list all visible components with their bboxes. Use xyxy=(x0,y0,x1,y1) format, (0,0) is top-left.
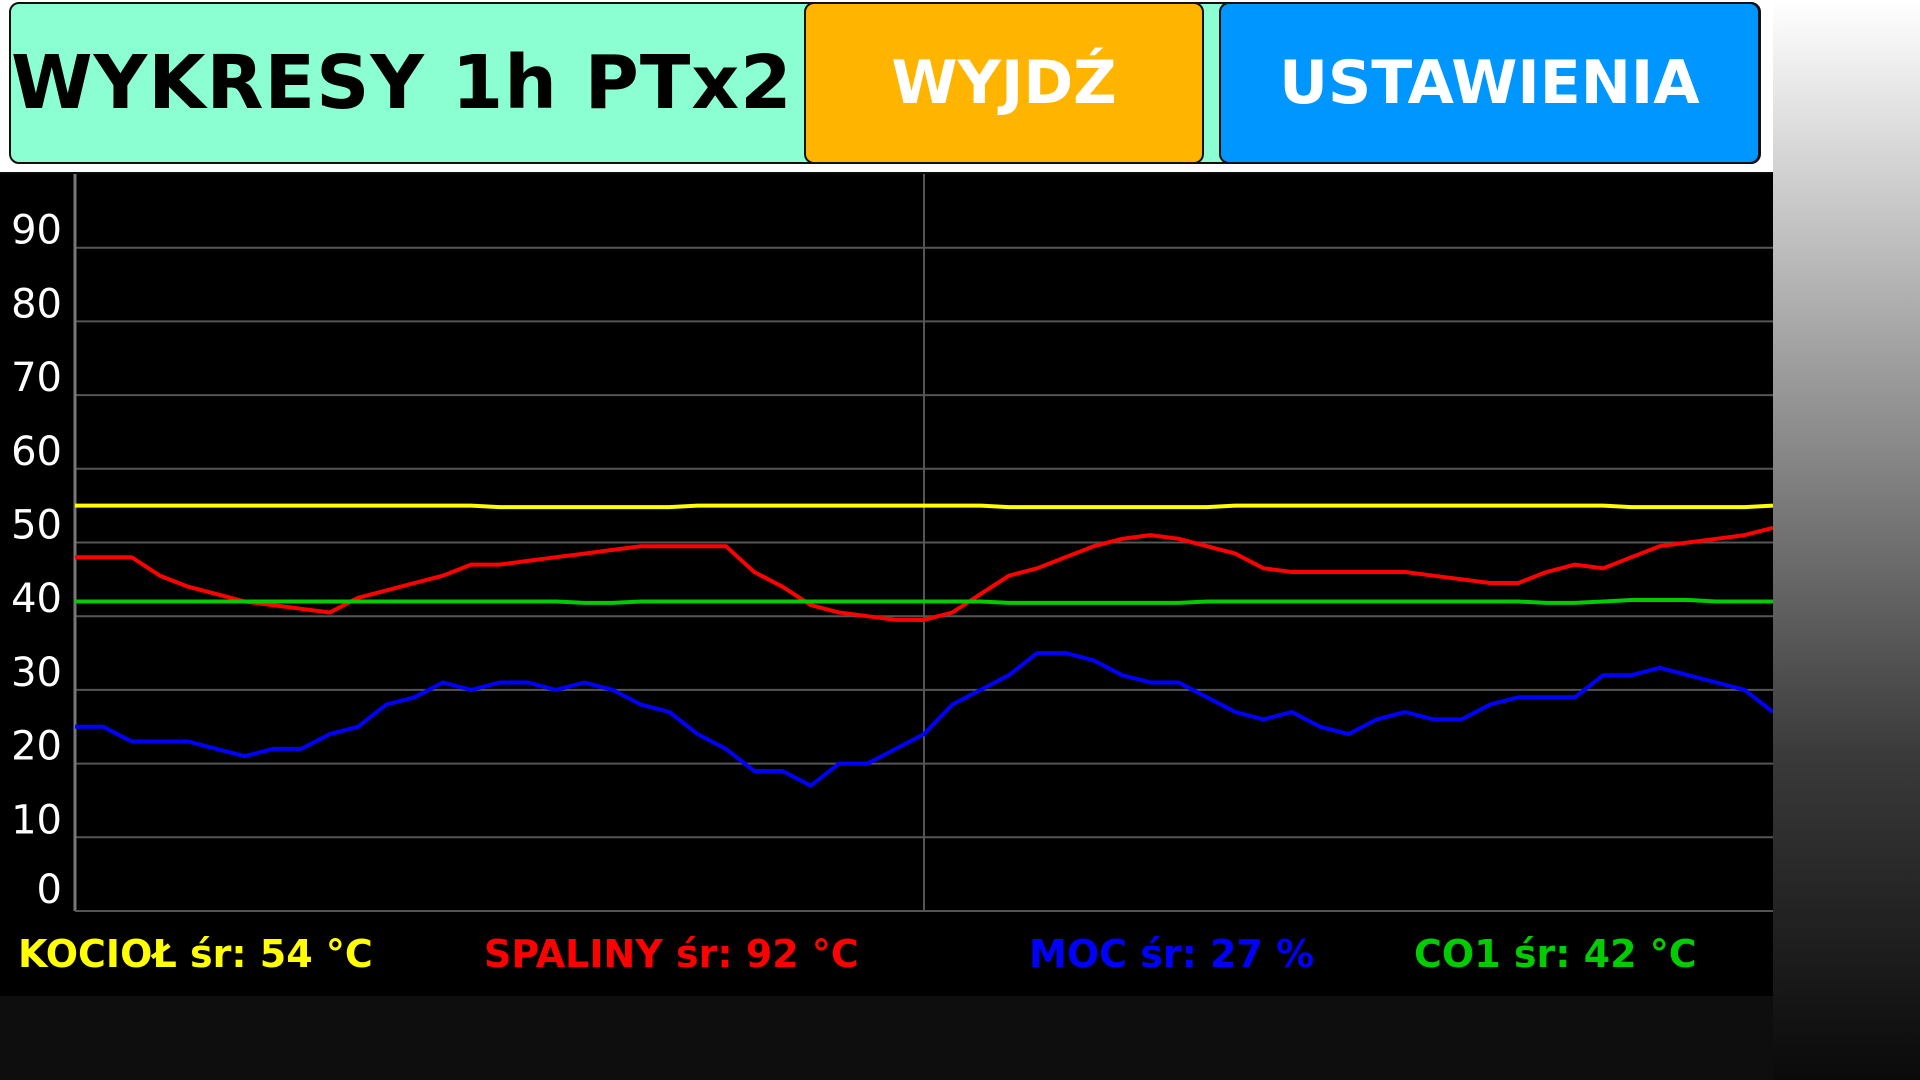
chart-area: 0 10 20 30 40 50 60 70 80 90 xyxy=(0,174,1773,914)
y-tick-label-20: 20 xyxy=(11,724,62,770)
y-tick-label-30: 30 xyxy=(11,650,62,696)
y-tick-label-80: 80 xyxy=(11,281,62,327)
y-tick-label-50: 50 xyxy=(11,503,62,549)
y-tick-label-0: 0 xyxy=(37,867,62,913)
legend-moc: MOC śr: 27 % xyxy=(1029,932,1315,976)
legend-co1: CO1 śr: 42 °C xyxy=(1414,932,1697,976)
y-tick-label-90: 90 xyxy=(11,208,62,254)
exit-button[interactable]: WYJDŹ xyxy=(804,2,1204,164)
bottom-bar xyxy=(0,996,1773,1080)
legend-kociol: KOCIOŁ śr: 54 °C xyxy=(18,932,373,976)
y-tick-label-60: 60 xyxy=(11,429,62,475)
legend: KOCIOŁ śr: 54 °C SPALINY śr: 92 °C MOC ś… xyxy=(0,914,1773,996)
y-tick-label-40: 40 xyxy=(11,576,62,622)
series-lines xyxy=(75,503,1773,788)
series-line-spaliny xyxy=(75,525,1773,622)
y-axis-ticks: 0 10 20 30 40 50 60 70 80 90 xyxy=(11,208,62,913)
settings-button[interactable]: USTAWIENIA xyxy=(1219,2,1760,164)
header: WYKRESY 1h PTx2 WYJDŹ USTAWIENIA xyxy=(0,0,1773,172)
grid xyxy=(73,174,1773,912)
line-chart: 0 10 20 30 40 50 60 70 80 90 xyxy=(11,174,1773,913)
series-line-kociol xyxy=(75,503,1773,510)
screen: WYKRESY 1h PTx2 WYJDŹ USTAWIENIA 0 10 20 30… xyxy=(0,0,1773,1080)
page-title: WYKRESY 1h PTx2 xyxy=(11,40,793,126)
y-tick-label-10: 10 xyxy=(11,797,62,843)
y-tick-label-70: 70 xyxy=(11,355,62,401)
series-line-co1 xyxy=(75,598,1773,605)
series-line-moc xyxy=(75,651,1773,788)
legend-spaliny: SPALINY śr: 92 °C xyxy=(484,932,859,976)
